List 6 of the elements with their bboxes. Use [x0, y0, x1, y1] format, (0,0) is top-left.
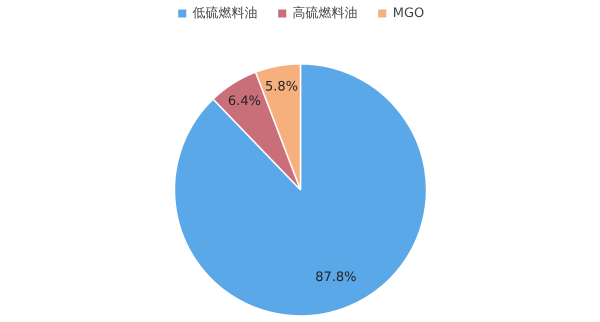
data-label: 87.8%	[315, 270, 357, 286]
legend-label: 高硫燃料油	[292, 5, 358, 22]
data-label: 5.8%	[265, 79, 298, 94]
data-label: 6.4%	[228, 94, 261, 109]
legend-label: 低硫燃料油	[192, 5, 258, 22]
legend-label: MGO	[392, 6, 424, 20]
